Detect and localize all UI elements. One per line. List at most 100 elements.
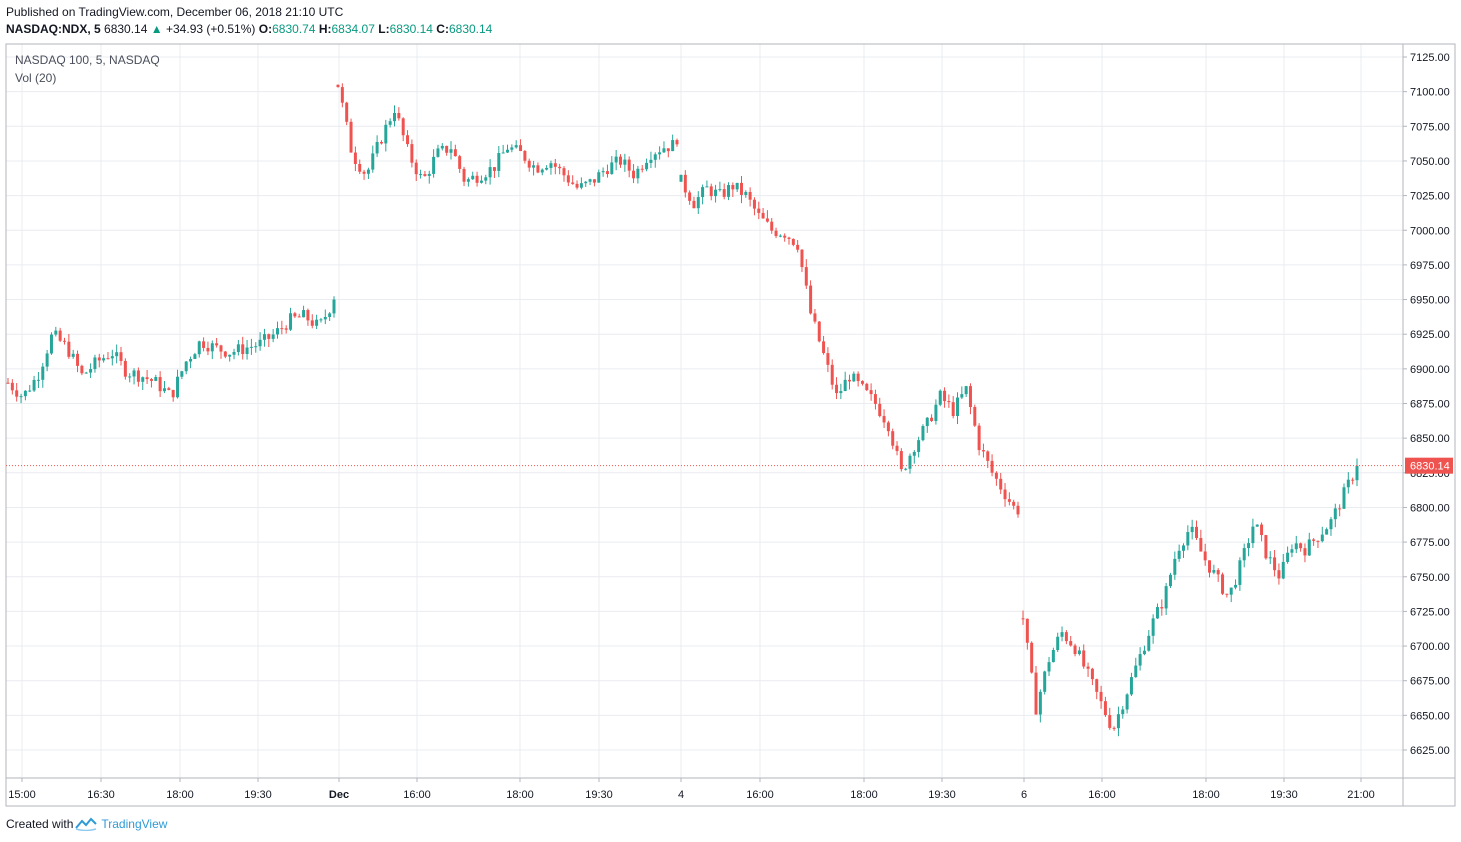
candle[interactable] — [917, 436, 921, 458]
candle[interactable] — [1177, 544, 1181, 562]
candle[interactable] — [843, 371, 847, 392]
candle[interactable] — [297, 313, 301, 318]
candle[interactable] — [925, 417, 929, 433]
candle[interactable] — [752, 197, 756, 216]
candle[interactable] — [471, 171, 475, 180]
candle[interactable] — [427, 170, 431, 184]
candle[interactable] — [878, 397, 882, 418]
candle[interactable] — [371, 145, 375, 173]
candle[interactable] — [1038, 689, 1042, 723]
candle[interactable] — [141, 376, 145, 391]
candle[interactable] — [813, 308, 817, 324]
candle[interactable] — [545, 165, 549, 171]
candle[interactable] — [653, 152, 657, 168]
candle[interactable] — [106, 352, 110, 360]
candle[interactable] — [19, 393, 23, 404]
candle[interactable] — [479, 175, 483, 184]
candle[interactable] — [128, 373, 132, 383]
candle[interactable] — [1221, 572, 1225, 596]
candle[interactable] — [662, 141, 666, 154]
candle[interactable] — [968, 383, 972, 415]
candle[interactable] — [15, 383, 19, 402]
candle[interactable] — [289, 307, 293, 331]
candle[interactable] — [1225, 593, 1229, 598]
candle[interactable] — [97, 353, 101, 368]
candle[interactable] — [679, 174, 683, 182]
candle[interactable] — [258, 332, 262, 351]
candle[interactable] — [692, 196, 696, 209]
candle[interactable] — [63, 337, 67, 345]
chart-legend-title[interactable]: NASDAQ 100, 5, NASDAQ — [15, 53, 160, 67]
candle[interactable] — [501, 144, 505, 154]
candle[interactable] — [627, 156, 631, 178]
candle[interactable] — [445, 145, 449, 156]
candle[interactable] — [1181, 543, 1185, 558]
candle[interactable] — [761, 207, 765, 219]
candle[interactable] — [123, 358, 127, 380]
candle[interactable] — [1108, 707, 1112, 730]
candle[interactable] — [1134, 657, 1138, 678]
candle[interactable] — [210, 340, 214, 360]
candle[interactable] — [197, 340, 201, 358]
candle[interactable] — [722, 183, 726, 200]
candle[interactable] — [410, 139, 414, 168]
candle[interactable] — [735, 182, 739, 192]
candle[interactable] — [649, 151, 653, 169]
candle[interactable] — [323, 309, 327, 325]
candle[interactable] — [1099, 685, 1103, 709]
candle[interactable] — [804, 259, 808, 289]
candle[interactable] — [162, 381, 166, 394]
candle[interactable] — [488, 159, 492, 185]
candle[interactable] — [310, 314, 314, 329]
candle[interactable] — [796, 239, 800, 253]
candlestick-series[interactable] — [6, 83, 1359, 737]
candle[interactable] — [1238, 557, 1242, 591]
candle[interactable] — [848, 374, 851, 390]
candle[interactable] — [1290, 544, 1294, 558]
candle[interactable] — [558, 163, 562, 175]
candle[interactable] — [1316, 540, 1320, 548]
candle[interactable] — [315, 314, 319, 330]
candle[interactable] — [171, 389, 175, 402]
candle[interactable] — [727, 182, 731, 201]
candle[interactable] — [666, 148, 670, 158]
candle[interactable] — [571, 175, 575, 185]
candle[interactable] — [986, 450, 990, 469]
candle[interactable] — [774, 227, 778, 239]
candle[interactable] — [1212, 564, 1216, 575]
candle[interactable] — [817, 321, 821, 343]
candle[interactable] — [458, 154, 462, 173]
candle[interactable] — [1186, 525, 1190, 551]
candle[interactable] — [202, 337, 206, 352]
candle[interactable] — [899, 448, 903, 472]
candle[interactable] — [566, 170, 570, 187]
candle[interactable] — [904, 467, 908, 471]
candle[interactable] — [1260, 522, 1264, 542]
candle[interactable] — [336, 84, 340, 88]
candle[interactable] — [32, 375, 36, 393]
candle[interactable] — [328, 312, 332, 321]
candle[interactable] — [934, 399, 938, 425]
candle[interactable] — [1190, 519, 1194, 540]
candle[interactable] — [462, 166, 466, 187]
candle[interactable] — [1056, 632, 1060, 653]
candle[interactable] — [1155, 603, 1159, 619]
candle[interactable] — [1273, 550, 1277, 577]
candle[interactable] — [765, 210, 769, 223]
candle[interactable] — [1173, 551, 1177, 580]
candle[interactable] — [1342, 483, 1346, 509]
candle[interactable] — [393, 105, 396, 127]
candle[interactable] — [1012, 499, 1016, 510]
candle[interactable] — [1034, 666, 1038, 715]
candle[interactable] — [423, 170, 427, 177]
candle[interactable] — [597, 169, 601, 183]
candle[interactable] — [419, 169, 423, 179]
volume-legend[interactable]: Vol (20) — [15, 71, 57, 85]
candle[interactable] — [947, 394, 951, 408]
candle[interactable] — [562, 166, 566, 182]
candle[interactable] — [1125, 693, 1129, 714]
candle[interactable] — [506, 144, 509, 154]
candle[interactable] — [1312, 538, 1316, 546]
candle[interactable] — [384, 119, 388, 152]
candle[interactable] — [839, 383, 843, 400]
